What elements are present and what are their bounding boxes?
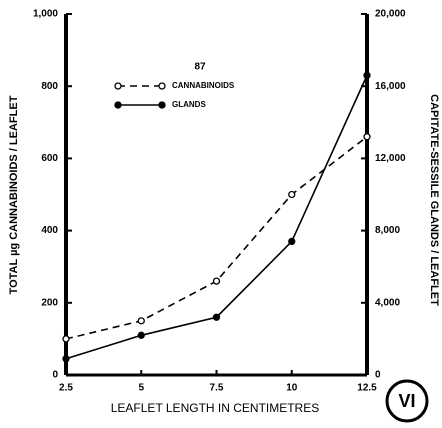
y-tick-label: 600: [41, 153, 58, 164]
legend-marker: [114, 101, 122, 109]
data-point: [212, 277, 221, 285]
y2-tick-label: 12,000: [375, 153, 406, 164]
legend-marker: [114, 82, 122, 90]
data-point: [363, 133, 371, 141]
legend-label: CANNABINOIDS: [172, 81, 235, 90]
y2-tick-label: 20,000: [375, 9, 406, 20]
data-point: [288, 190, 296, 199]
y-tick-label: 800: [41, 81, 58, 92]
y-tick-label: 1,000: [33, 9, 58, 20]
y2-axis-label: CAPITATE-SESSILE GLANDS / LEAFLET: [428, 94, 440, 306]
data-point: [288, 237, 296, 246]
data-point: [137, 331, 145, 339]
y-axis-label: TOTAL µg CANNABINOIDS / LEAFLET: [8, 95, 20, 294]
data-point: [137, 317, 145, 325]
legend-label: GLANDS: [172, 100, 206, 109]
data-point: [212, 313, 221, 321]
legend-marker: [158, 82, 166, 90]
annotation-circle: [385, 379, 429, 423]
y2-tick-label: 16,000: [375, 81, 406, 92]
x-tick-label: 10: [286, 383, 298, 394]
y2-tick-label: 4,000: [375, 297, 400, 308]
x-tick-label: 7.5: [210, 383, 224, 394]
y-tick-label: 0: [52, 370, 58, 381]
x-tick-label: 5: [138, 383, 144, 394]
data-point: [363, 71, 371, 80]
annotation: VI: [398, 391, 415, 411]
data-point: [62, 335, 70, 343]
x-tick-label: 12.5: [357, 383, 377, 394]
legend-title: 87: [194, 62, 206, 73]
y2-tick-label: 8,000: [375, 225, 400, 236]
y2-tick-label: 0: [375, 370, 381, 381]
legend-marker: [158, 101, 166, 109]
x-tick-label: 2.5: [59, 383, 73, 394]
data-point: [62, 355, 70, 363]
y-tick-label: 200: [41, 297, 58, 308]
y-tick-label: 400: [41, 225, 58, 236]
x-axis-label: LEAFLET LENGTH IN CENTIMETRES: [111, 401, 319, 415]
series-line: [65, 136, 368, 340]
